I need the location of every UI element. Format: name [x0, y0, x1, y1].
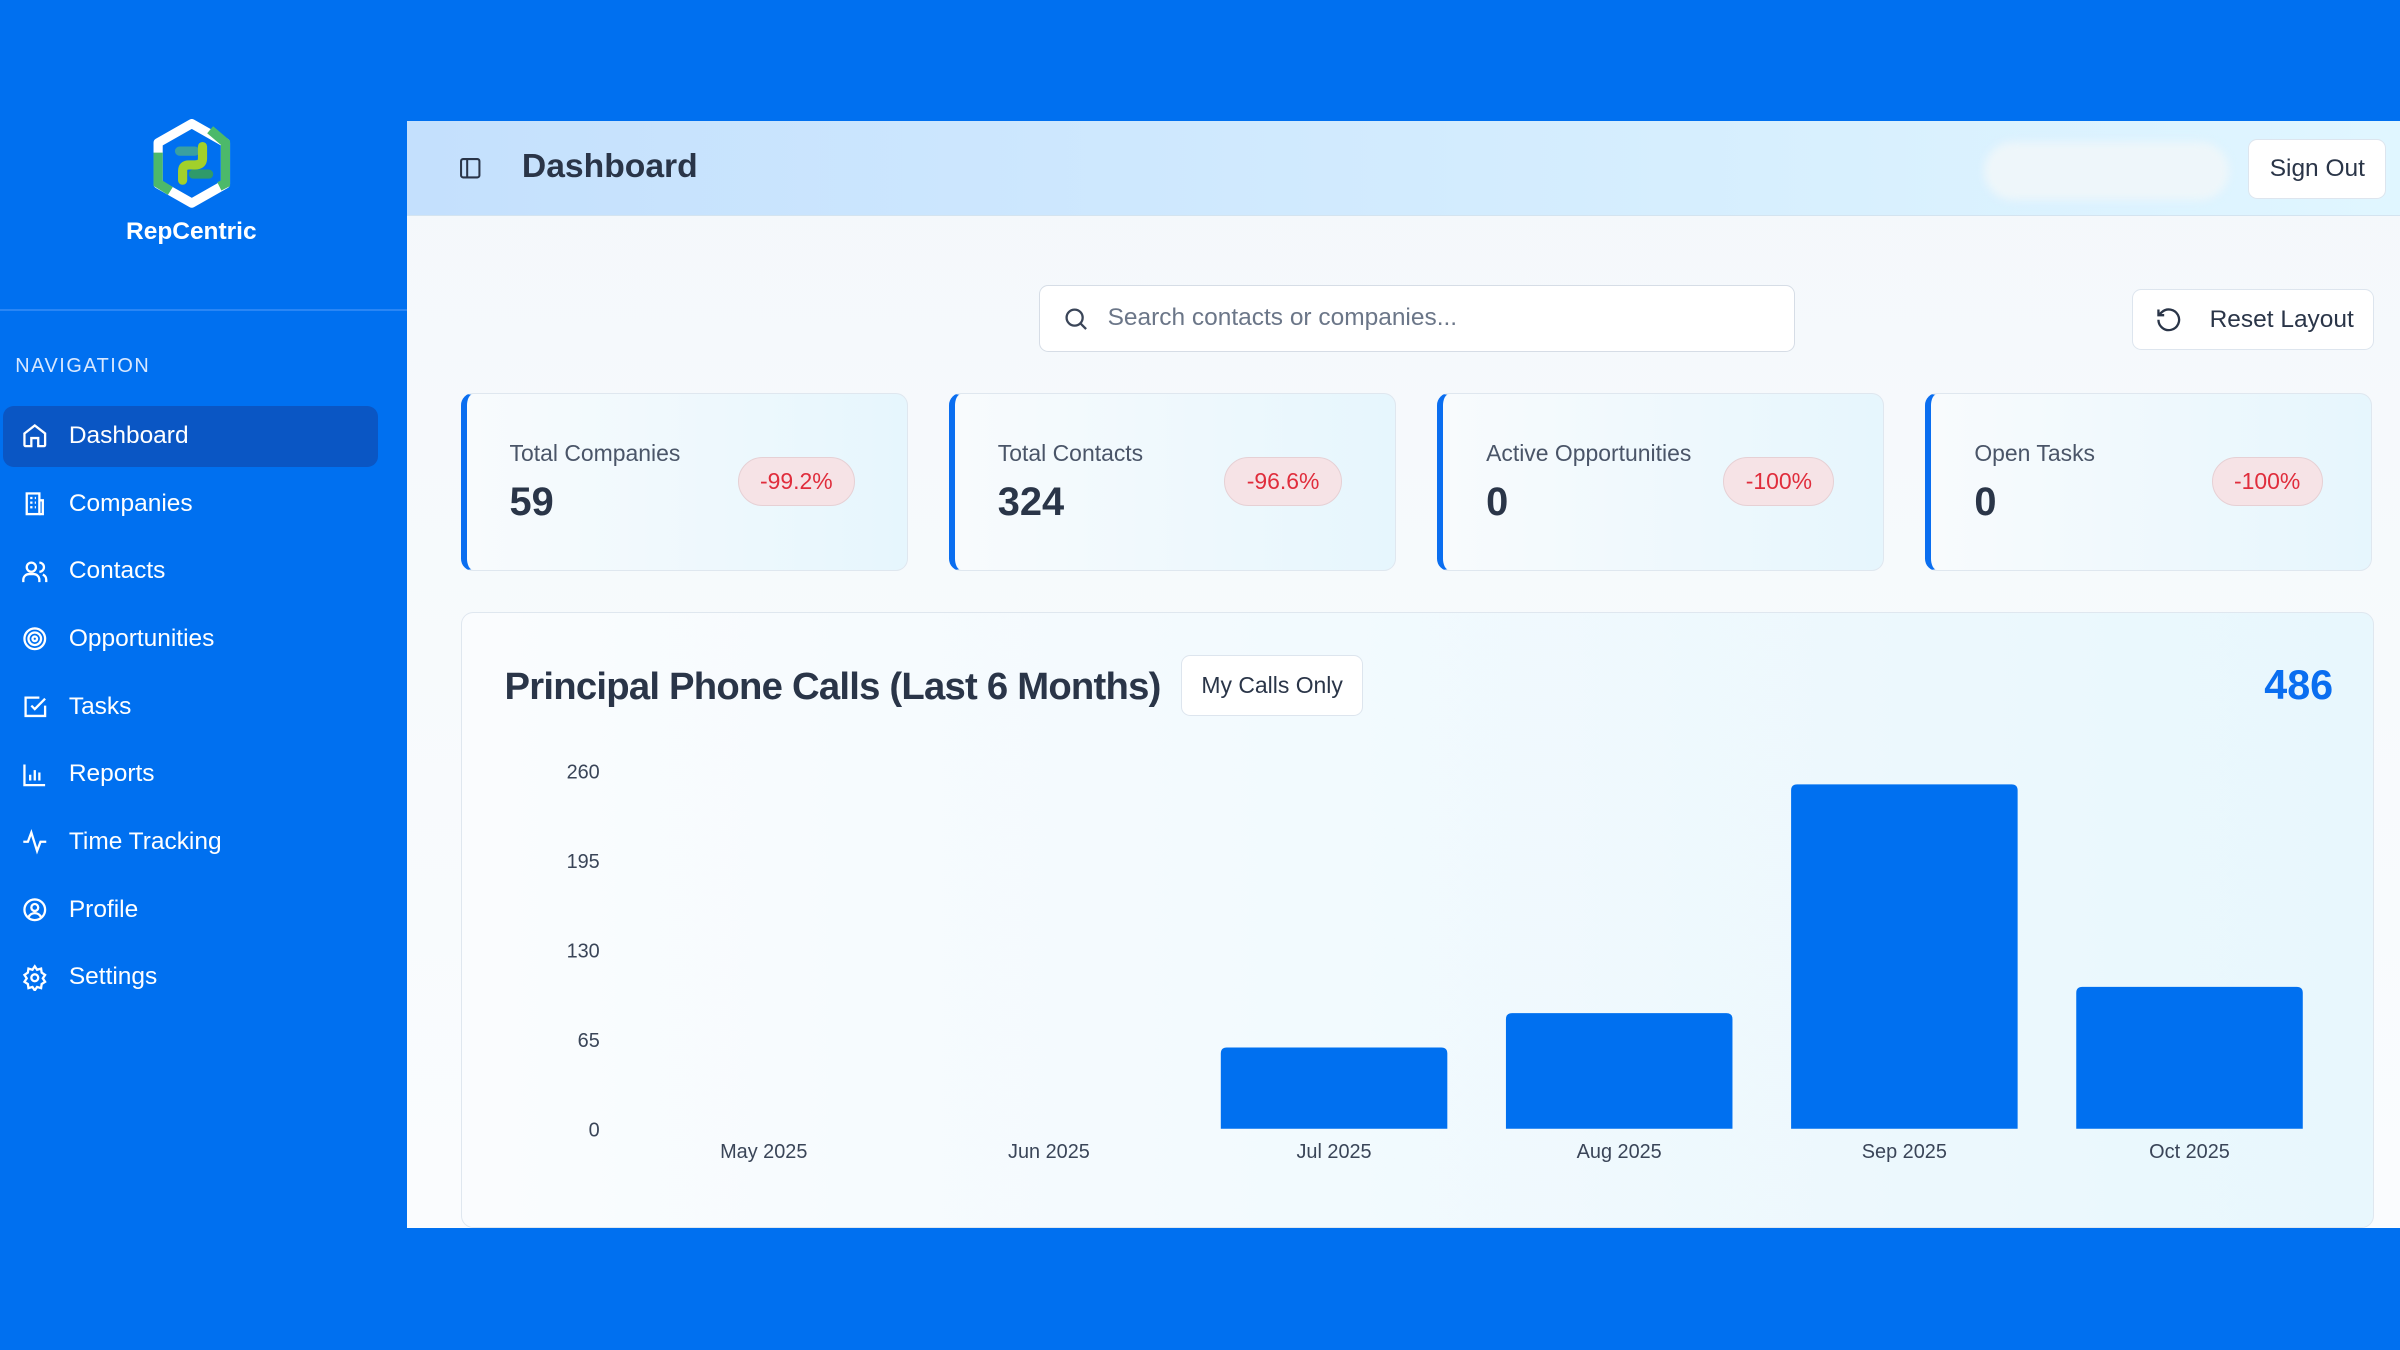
main-panel: Dashboard Sign Out Reset Layout Total Co… — [407, 120, 2400, 1228]
stat-label: Total Companies — [509, 440, 681, 467]
sidebar-item-label: Opportunities — [68, 625, 215, 653]
sidebar-item-label: Settings — [68, 963, 158, 991]
sidebar-item-label: Reports — [68, 760, 155, 788]
y-tick-label: 65 — [577, 1030, 599, 1052]
nav-section-title: NAVIGATION — [15, 355, 151, 378]
stat-label: Total Contacts — [997, 440, 1144, 467]
sidebar-item-label: Profile — [68, 895, 139, 923]
sidebar-item-opportunities[interactable]: Opportunities — [3, 609, 378, 670]
total-calls: 486 — [2264, 662, 2334, 709]
bar-aug-2025[interactable] — [1505, 1013, 1733, 1130]
page-title: Dashboard — [521, 148, 698, 186]
stat-card-contacts: Total Contacts 324 -96.6% — [948, 393, 1396, 571]
y-tick-label: 0 — [588, 1120, 599, 1142]
brand-name: RepCentric — [126, 218, 257, 246]
sidebar: RepCentric NAVIGATION Dashboard Companie… — [0, 0, 408, 1350]
x-tick-label: Sep 2025 — [1861, 1141, 1946, 1163]
check-square-icon — [24, 696, 47, 718]
sidebar-item-dashboard[interactable]: Dashboard — [3, 405, 379, 467]
stat-value: 0 — [1974, 480, 1997, 525]
bar-oct-2025[interactable] — [2075, 987, 2303, 1130]
sidebar-item-label: Contacts — [68, 557, 166, 585]
logo-icon — [153, 119, 230, 209]
x-tick-label: Jun 2025 — [1008, 1141, 1090, 1163]
phone-calls-chart-card: Principal Phone Calls (Last 6 Months) My… — [460, 612, 2374, 1228]
user-circle-icon — [23, 898, 47, 922]
home-icon — [23, 424, 47, 448]
search-input[interactable] — [1107, 304, 1751, 333]
sidebar-divider — [0, 309, 408, 311]
sign-out-button[interactable]: Sign Out — [2248, 139, 2387, 199]
stat-value: 0 — [1486, 480, 1509, 525]
stat-label: Open Tasks — [1974, 440, 2096, 467]
sidebar-item-tasks[interactable]: Tasks — [3, 676, 378, 737]
y-tick-label: 195 — [566, 851, 599, 873]
stat-card-companies: Total Companies 59 -99.2% — [460, 393, 908, 571]
sidebar-item-companies[interactable]: Companies — [3, 473, 378, 534]
bar-jul-2025[interactable] — [1220, 1047, 1448, 1130]
sidebar-item-label: Companies — [68, 489, 193, 517]
bar-sep-2025[interactable] — [1790, 784, 2018, 1130]
search-bar[interactable] — [1039, 284, 1796, 353]
chart-title: Principal Phone Calls (Last 6 Months) — [504, 665, 1162, 709]
x-tick-label: Oct 2025 — [2149, 1141, 2230, 1163]
search-icon — [1065, 308, 1087, 330]
user-email-redacted — [1983, 142, 2229, 201]
change-badge: -99.2% — [737, 457, 856, 507]
users-icon — [22, 561, 48, 582]
reset-layout-label: Reset Layout — [2209, 305, 2354, 333]
sidebar-item-time-tracking[interactable]: Time Tracking — [3, 811, 378, 872]
stat-card-opportunities: Active Opportunities 0 -100% — [1437, 393, 1885, 571]
stat-card-tasks: Open Tasks 0 -100% — [1925, 393, 2373, 571]
reset-icon — [2156, 308, 2180, 332]
reset-layout-button[interactable]: Reset Layout — [2132, 289, 2374, 351]
sidebar-item-label: Time Tracking — [68, 828, 222, 856]
sidebar-item-reports[interactable]: Reports — [3, 744, 378, 805]
sidebar-item-settings[interactable]: Settings — [3, 947, 378, 1008]
change-badge: -96.6% — [1224, 457, 1342, 507]
building-icon — [25, 492, 45, 516]
change-badge: -100% — [2211, 457, 2323, 507]
x-tick-label: Jul 2025 — [1296, 1141, 1371, 1163]
bar-chart-icon — [23, 764, 46, 786]
change-badge: -100% — [1723, 457, 1835, 507]
gear-icon — [23, 963, 48, 992]
stat-value: 59 — [509, 480, 554, 525]
y-tick-label: 130 — [566, 941, 599, 963]
sidebar-item-profile[interactable]: Profile — [3, 879, 378, 940]
nav-list: Dashboard Companies Contacts Opportuniti… — [3, 405, 379, 1015]
stat-value: 324 — [997, 480, 1065, 525]
activity-icon — [23, 829, 47, 855]
my-calls-only-button[interactable]: My Calls Only — [1181, 654, 1364, 716]
x-tick-label: May 2025 — [720, 1141, 807, 1163]
sidebar-item-label: Tasks — [68, 692, 132, 720]
y-tick-label: 260 — [566, 762, 599, 784]
target-icon — [23, 627, 47, 651]
stat-label: Active Opportunities — [1486, 440, 1692, 467]
header: Dashboard Sign Out — [407, 120, 2400, 216]
bar-chart: 0 65 130 195 260 May 2025 Jun 2025 Jul 2025 Aug … — [566, 762, 2303, 1163]
sidebar-toggle-icon[interactable] — [458, 156, 482, 180]
sidebar-item-contacts[interactable]: Contacts — [3, 541, 378, 602]
sidebar-item-label: Dashboard — [68, 422, 189, 450]
logo[interactable]: RepCentric — [122, 119, 260, 246]
x-tick-label: Aug 2025 — [1576, 1141, 1661, 1163]
